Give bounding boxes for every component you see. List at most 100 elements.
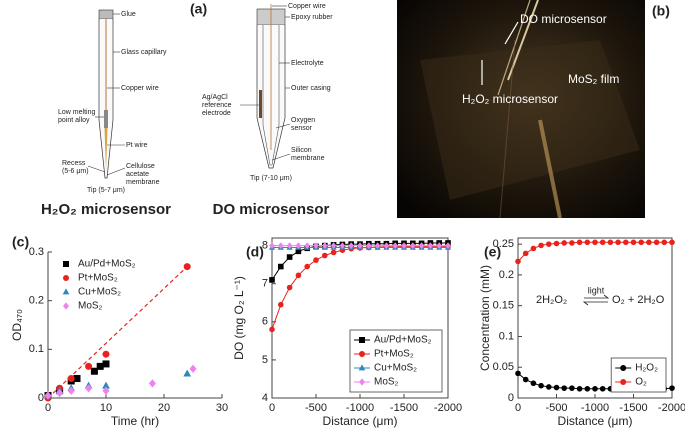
marker — [561, 385, 567, 391]
marker — [546, 241, 552, 247]
marker — [67, 386, 75, 395]
x-tick-label: -1000 — [346, 402, 374, 414]
marker — [592, 239, 598, 246]
marker — [599, 239, 606, 246]
marker — [269, 326, 275, 333]
x-axis-title: Distance (μm) — [558, 414, 633, 428]
part-label: Recess — [62, 160, 86, 167]
legend-label: Pt+MoS₂ — [78, 273, 118, 284]
x-tick-label: 30 — [216, 402, 228, 414]
x-tick-label: -1000 — [581, 402, 609, 414]
marker — [436, 242, 442, 249]
part-label: electrode — [202, 110, 231, 117]
marker — [515, 370, 521, 377]
reaction-arrow — [582, 294, 610, 306]
marker — [569, 240, 575, 246]
sensor-title: DO microsensor — [213, 201, 330, 218]
legend-label: H₂O₂ — [635, 363, 658, 374]
marker — [615, 239, 621, 246]
marker — [102, 381, 110, 389]
marker — [569, 385, 575, 391]
x-tick-label: -2000 — [434, 402, 462, 414]
legend-label: Au/Pd+MoS₂ — [78, 259, 136, 270]
marker — [553, 384, 560, 391]
marker — [295, 272, 302, 279]
part-label: membrane — [126, 179, 160, 186]
y-tick-label: 0.2 — [499, 269, 514, 281]
panel-label: (a) — [190, 1, 207, 17]
panel-label: (c) — [12, 234, 29, 250]
y-tick-label: 6 — [262, 316, 268, 328]
marker — [646, 239, 652, 246]
marker — [313, 257, 319, 263]
legend-marker — [358, 364, 366, 371]
legend-marker — [620, 379, 627, 385]
marker — [183, 263, 191, 271]
photo — [397, 0, 645, 219]
marker — [553, 240, 560, 247]
part-label: sensor — [291, 125, 313, 132]
part-label: point alloy — [58, 117, 90, 124]
marker — [630, 239, 637, 246]
part-label: Epoxy rubber — [291, 14, 333, 21]
marker — [269, 277, 275, 283]
marker — [286, 254, 293, 260]
marker — [522, 376, 529, 383]
marker — [669, 385, 675, 391]
panel-label: (d) — [246, 244, 264, 260]
part-label: Ag/AgCl — [202, 94, 228, 101]
marker — [357, 242, 363, 249]
h2o2-sensor-drawing — [98, 9, 114, 179]
part-label: Cellulose — [126, 163, 155, 170]
part-label: Silicon — [291, 147, 312, 154]
legend-label: Cu+MoS₂ — [78, 287, 121, 298]
legend-label: MoS₂ — [374, 377, 399, 388]
annotation: 2H₂O₂ — [536, 294, 567, 306]
x-tick-label: -500 — [305, 402, 327, 414]
marker — [102, 350, 110, 358]
marker — [56, 388, 64, 398]
marker — [599, 385, 606, 392]
photo-label: H₂O₂ microsensor — [462, 92, 558, 106]
marker — [584, 385, 591, 392]
part-label: Tip (5-7 μm) — [87, 187, 125, 194]
marker — [67, 375, 75, 383]
marker — [313, 242, 319, 249]
y-axis-title: OD₄₇₀ — [10, 309, 24, 341]
x-tick-label: 0 — [515, 402, 521, 414]
legend-marker — [63, 261, 69, 267]
marker — [576, 385, 583, 392]
marker — [418, 242, 425, 249]
panel-label: (b) — [652, 3, 670, 19]
y-axis-title: Concentration (mM) — [478, 265, 492, 371]
part-label: Glue — [121, 11, 136, 18]
marker — [286, 242, 293, 249]
y-tick-label: 0.05 — [493, 361, 514, 373]
annotation: light — [588, 285, 605, 295]
y-tick-label: 0 — [508, 392, 514, 404]
marker — [374, 242, 381, 249]
y-tick-label: 0.2 — [29, 295, 44, 307]
marker — [653, 239, 660, 246]
part-label: membrane — [291, 155, 325, 162]
legend-marker — [63, 302, 69, 310]
marker — [383, 242, 390, 249]
x-tick-label: -500 — [545, 402, 567, 414]
marker — [530, 245, 537, 252]
marker — [286, 284, 293, 291]
y-axis-title: DO (mg O₂ L⁻¹) — [232, 276, 246, 360]
annotation: O₂ + 2H₂O — [612, 294, 665, 306]
x-axis-title: Time (hr) — [111, 414, 159, 428]
marker — [96, 362, 104, 370]
y-tick-label: 7 — [262, 278, 268, 290]
marker — [322, 252, 328, 259]
y-tick-label: 0 — [38, 392, 44, 404]
legend-label: Pt+MoS₂ — [374, 349, 414, 360]
marker — [392, 242, 398, 249]
legend-marker — [620, 365, 627, 371]
part-label: Pt wire — [126, 142, 148, 149]
marker — [669, 239, 675, 246]
marker — [278, 263, 284, 270]
marker — [515, 258, 521, 265]
